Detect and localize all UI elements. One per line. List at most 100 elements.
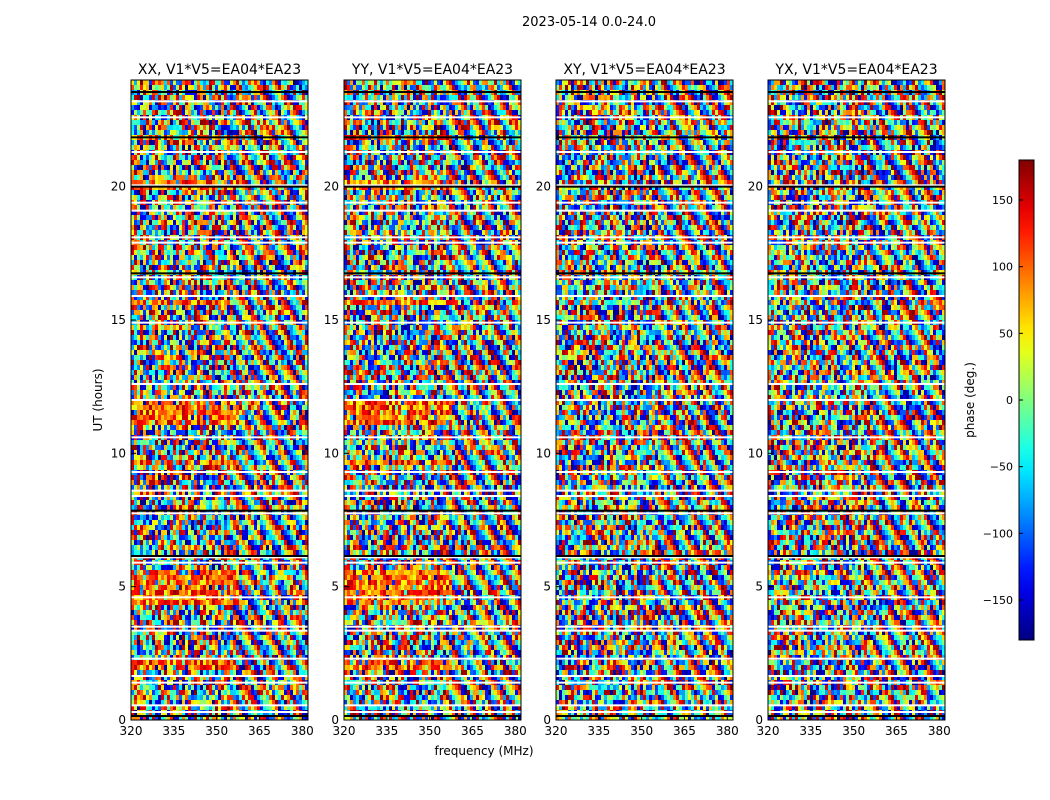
x-tick-label: 320 xyxy=(333,724,356,738)
x-tick-label: 320 xyxy=(120,724,143,738)
panel-frame xyxy=(130,79,309,721)
gap-stripe xyxy=(131,136,308,139)
gap-stripe xyxy=(344,185,521,188)
panel-frame xyxy=(767,79,946,721)
gap-stripe xyxy=(556,91,733,93)
gap-stripe xyxy=(768,272,945,275)
flag-stripe xyxy=(131,116,308,119)
flag-stripe xyxy=(344,681,521,684)
flag-stripe xyxy=(768,471,945,473)
flag-stripe xyxy=(344,704,521,707)
y-tick-label: 0 xyxy=(118,713,126,727)
flag-stripe xyxy=(768,321,945,324)
flag-stripe xyxy=(344,295,521,297)
y-tick-label: 5 xyxy=(543,580,551,594)
gap-stripe xyxy=(344,715,521,717)
x-tick-label: 365 xyxy=(885,724,908,738)
y-tick-label: 10 xyxy=(111,446,126,460)
flag-stripe xyxy=(131,711,308,713)
flag-stripe xyxy=(344,556,521,559)
flag-stripe xyxy=(556,471,733,473)
x-tick-label: 365 xyxy=(248,724,271,738)
panel-frame xyxy=(555,79,734,721)
flag-stripe xyxy=(768,629,945,632)
flag-stripe xyxy=(131,383,308,385)
flag-stripe xyxy=(344,711,521,713)
gap-stripe xyxy=(768,555,945,557)
gap-stripe xyxy=(131,91,308,93)
flag-stripe xyxy=(556,209,733,212)
gap-stripe xyxy=(768,185,945,188)
flag-stripe xyxy=(768,241,945,244)
flag-stripe xyxy=(556,399,733,401)
flag-stripe xyxy=(344,276,521,279)
flag-stripe xyxy=(768,681,945,684)
x-axis-label: frequency (MHz) xyxy=(434,744,533,758)
gap-stripe xyxy=(131,555,308,557)
gap-stripe xyxy=(344,272,521,275)
flag-stripe xyxy=(556,383,733,385)
flag-stripe xyxy=(556,201,733,204)
flag-stripe xyxy=(768,657,945,660)
flag-stripe xyxy=(556,489,733,492)
flag-stripe xyxy=(556,116,733,119)
flag-stripe xyxy=(344,657,521,660)
flag-stripe xyxy=(131,276,308,279)
x-tick-label: 350 xyxy=(842,724,865,738)
gap-stripe xyxy=(556,185,733,188)
flag-stripe xyxy=(131,489,308,492)
gap-stripe xyxy=(556,509,733,512)
x-tick-label: 350 xyxy=(205,724,228,738)
y-axis-label: UT (hours) xyxy=(91,368,105,431)
flag-stripe xyxy=(344,471,521,473)
colorbar-label: phase (deg.) xyxy=(963,362,977,438)
flag-stripe xyxy=(344,116,521,119)
panel-title: YX, V1*V5=EA04*EA23 xyxy=(774,62,937,78)
flag-stripe xyxy=(768,295,945,297)
panel-frame xyxy=(343,79,522,721)
gap-stripe xyxy=(131,715,308,717)
colorbar-tick-label: 100 xyxy=(992,261,1013,274)
y-tick-label: 0 xyxy=(755,713,763,727)
gap-stripe xyxy=(556,555,733,557)
gap-stripe xyxy=(556,715,733,717)
gap-stripe xyxy=(131,185,308,188)
panel-1: YY, V1*V5=EA04*EA23 320 335 350 365 380 0 5 10 15… xyxy=(324,62,527,738)
flag-stripe xyxy=(556,436,733,439)
colorbar-tick-label: 150 xyxy=(992,194,1013,207)
flag-stripe xyxy=(131,675,308,677)
flag-stripe xyxy=(131,596,308,599)
flag-stripe xyxy=(556,512,733,515)
flag-stripe xyxy=(131,704,308,707)
flag-stripe xyxy=(556,495,733,497)
flag-stripe xyxy=(344,512,521,515)
x-tick-label: 335 xyxy=(799,724,822,738)
panel-3: YX, V1*V5=EA04*EA23 320 335 350 365 380 0 5 10 15… xyxy=(748,62,951,738)
gap-stripe xyxy=(768,509,945,512)
gap-stripe xyxy=(131,509,308,512)
flag-stripe xyxy=(556,681,733,684)
flag-stripe xyxy=(131,241,308,244)
colorbar-tick-label: −50 xyxy=(990,461,1013,474)
flag-stripe xyxy=(768,383,945,385)
flag-stripe xyxy=(556,596,733,599)
flag-stripe xyxy=(344,209,521,212)
x-tick-label: 320 xyxy=(545,724,568,738)
colorbar-tick-label: −150 xyxy=(983,594,1013,607)
flag-stripe xyxy=(131,151,308,153)
figure-title: 2023-05-14 0.0-24.0 xyxy=(522,15,656,30)
flag-stripe xyxy=(768,100,945,103)
y-tick-label: 15 xyxy=(536,313,551,327)
y-tick-label: 20 xyxy=(324,180,339,194)
flag-stripe xyxy=(556,556,733,559)
gap-stripe xyxy=(768,91,945,93)
y-tick-label: 15 xyxy=(324,313,339,327)
flag-stripe xyxy=(556,241,733,244)
flag-stripe xyxy=(131,681,308,684)
y-tick-label: 10 xyxy=(748,446,763,460)
flag-stripe xyxy=(344,561,521,564)
gap-stripe xyxy=(556,136,733,139)
flag-stripe xyxy=(768,625,945,628)
flag-stripe xyxy=(131,236,308,239)
